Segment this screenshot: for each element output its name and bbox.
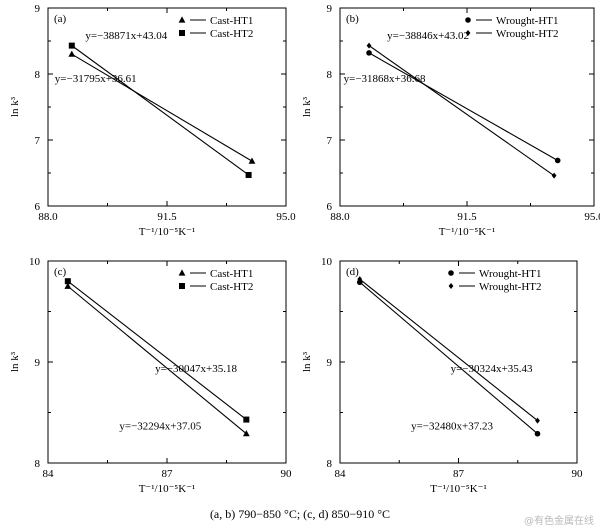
- y-tick-label: 9: [35, 357, 41, 369]
- legend-swatch-marker: [465, 30, 471, 36]
- x-tick-label: 91.5: [457, 211, 477, 223]
- data-point: [68, 50, 76, 57]
- x-axis-label: T⁻¹/10⁻⁵K⁻¹: [430, 483, 487, 495]
- y-axis-label: ln k³: [9, 351, 21, 372]
- figure-caption: (a, b) 790−850 °C; (c, d) 850−910 °C: [209, 507, 391, 521]
- series-line: [67, 285, 247, 435]
- fit-equation: y=−31868x+36.68: [344, 73, 426, 85]
- panel-label: (a): [54, 13, 67, 25]
- data-point: [242, 430, 250, 437]
- legend-swatch-marker: [448, 270, 454, 276]
- y-tick-label: 6: [35, 201, 41, 213]
- fit-equation: y=−30324x+35.43: [451, 363, 533, 375]
- x-tick-label: 90: [281, 468, 293, 480]
- y-tick-label: 10: [321, 256, 333, 268]
- panel-label: (c): [54, 266, 67, 278]
- legend-swatch-marker: [465, 17, 471, 23]
- data-point: [534, 430, 541, 437]
- x-axis-label: T⁻¹/10⁻⁵K⁻¹: [439, 226, 496, 238]
- data-point: [357, 276, 363, 283]
- legend-swatch-marker: [179, 283, 185, 289]
- panel-label: (b): [346, 13, 359, 25]
- data-point: [535, 417, 540, 424]
- x-tick-label: 88.0: [38, 211, 58, 223]
- series-line: [359, 281, 538, 435]
- x-tick-label: 88.0: [330, 211, 350, 223]
- series-line: [67, 280, 247, 421]
- x-axis-label: T⁻¹/10⁻⁵K⁻¹: [139, 226, 196, 238]
- legend-label: Cast-HT2: [210, 281, 253, 293]
- y-tick-label: 8: [35, 458, 41, 470]
- legend-label: Cast-HT2: [210, 28, 253, 40]
- x-tick-label: 84: [335, 468, 347, 480]
- legend-swatch-marker: [178, 16, 186, 23]
- fit-equation: y=−38871x+43.04: [85, 30, 167, 42]
- data-point: [366, 42, 372, 49]
- legend-label: Wrought-HT1: [496, 15, 559, 27]
- y-tick-label: 8: [35, 69, 41, 81]
- data-point: [243, 416, 250, 423]
- fit-equation: y=−31795x+36.61: [55, 73, 137, 85]
- y-tick-label: 6: [327, 201, 333, 213]
- panel-label: (d): [346, 266, 359, 278]
- legend-label: Wrought-HT1: [479, 268, 542, 280]
- x-axis-label: T⁻¹/10⁻⁵K⁻¹: [139, 483, 196, 495]
- legend-label: Cast-HT1: [210, 15, 253, 27]
- legend-swatch-marker: [179, 30, 185, 36]
- x-tick-label: 84: [43, 468, 55, 480]
- y-tick-label: 8: [327, 69, 333, 81]
- series-line: [359, 278, 538, 422]
- x-tick-label: 95.0: [584, 211, 600, 223]
- y-tick-label: 9: [327, 357, 333, 369]
- data-point: [551, 172, 557, 179]
- series-line: [368, 45, 555, 177]
- y-axis-label: ln k³: [9, 96, 21, 117]
- legend-swatch-marker: [448, 283, 454, 289]
- watermark: @有色金属在线: [524, 516, 594, 527]
- data-point: [68, 42, 75, 49]
- data-point: [366, 50, 372, 56]
- legend-label: Wrought-HT2: [479, 281, 542, 293]
- y-axis-label: ln k³: [301, 96, 313, 117]
- y-tick-label: 10: [29, 256, 41, 268]
- y-tick-label: 9: [35, 3, 41, 15]
- panel-a: 88.0 91.5 95.0 6 7 8 9 T⁻¹/10⁻⁵K⁻¹ ln k³ (a) y=−31…: [9, 3, 296, 238]
- x-tick-label: 95.0: [276, 211, 296, 223]
- fit-equation: y=−38846x+43.02: [387, 30, 469, 42]
- panel-d: 84 87 90 8 9 10 T⁻¹/10⁻⁵K⁻¹ ln k³ (d) y=−32480x+3…: [301, 256, 583, 495]
- x-tick-label: 90: [572, 468, 584, 480]
- data-point: [245, 171, 252, 178]
- legend-label: Wrought-HT2: [496, 28, 559, 40]
- fit-equation: y=−30047x+35.18: [155, 363, 237, 375]
- data-point: [248, 157, 256, 164]
- series-line: [71, 45, 249, 176]
- y-tick-label: 9: [327, 3, 333, 15]
- x-tick-label: 87: [162, 468, 174, 480]
- panel-c: 84 87 90 8 9 10 T⁻¹/10⁻⁵K⁻¹ ln k³ (c) y=−32294x+3…: [9, 256, 292, 495]
- y-tick-label: 7: [327, 135, 333, 147]
- y-axis-label: ln k³: [301, 351, 313, 372]
- y-tick-label: 8: [327, 458, 333, 470]
- series-line: [71, 53, 253, 162]
- y-tick-label: 7: [35, 135, 41, 147]
- legend-label: Cast-HT1: [210, 268, 253, 280]
- x-tick-label: 91.5: [157, 211, 177, 223]
- series-line: [368, 52, 558, 161]
- data-point: [64, 282, 72, 289]
- panel-b: 88.0 91.5 95.0 6 7 8 9 T⁻¹/10⁻⁵K⁻¹ ln k³ (b) y=−31…: [301, 3, 600, 238]
- fit-equation: y=−32294x+37.05: [119, 421, 201, 433]
- data-point: [64, 278, 71, 285]
- fit-equation: y=−32480x+37.23: [411, 421, 493, 433]
- data-point: [554, 157, 561, 164]
- legend-swatch-marker: [178, 269, 186, 276]
- x-tick-label: 87: [453, 468, 465, 480]
